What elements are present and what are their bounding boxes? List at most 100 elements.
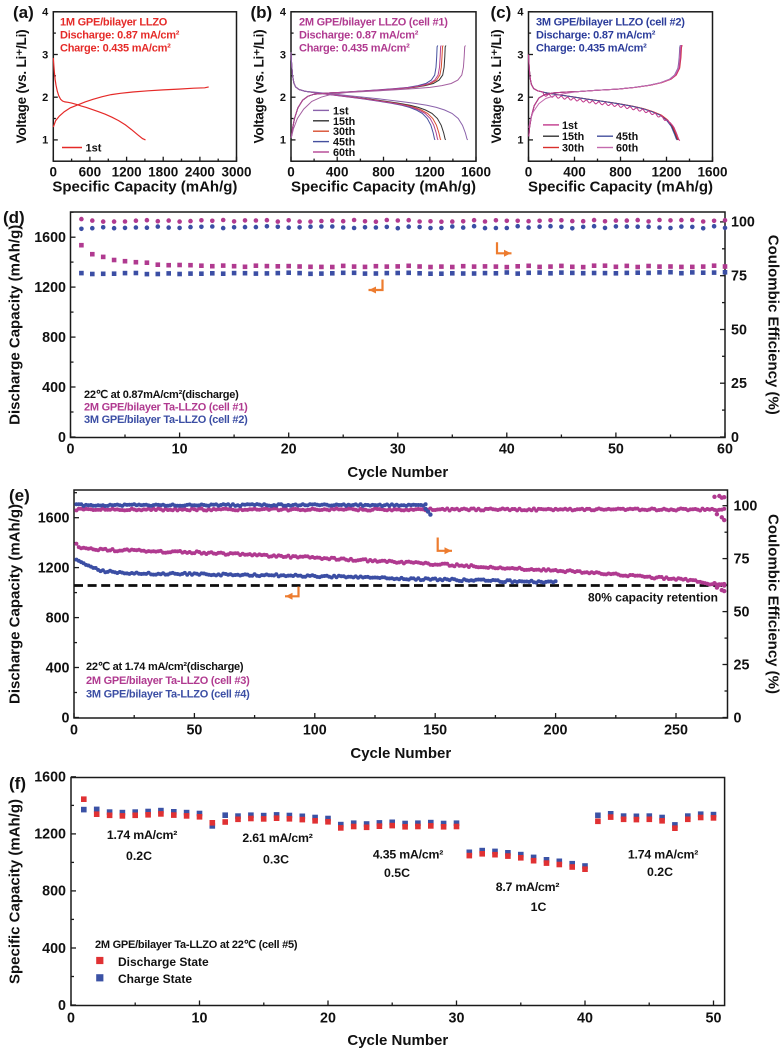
svg-text:40: 40 bbox=[577, 1011, 593, 1027]
svg-text:Voltage (vs. Li⁺/Li): Voltage (vs. Li⁺/Li) bbox=[252, 30, 267, 144]
svg-text:60th: 60th bbox=[333, 147, 355, 159]
svg-text:4: 4 bbox=[280, 7, 287, 19]
svg-text:800: 800 bbox=[42, 884, 66, 900]
svg-text:50: 50 bbox=[608, 442, 624, 458]
svg-text:(e): (e) bbox=[9, 486, 30, 505]
svg-text:30: 30 bbox=[390, 442, 406, 458]
svg-text:0.2C: 0.2C bbox=[126, 849, 152, 863]
svg-text:100: 100 bbox=[734, 499, 758, 515]
svg-text:Specific Capacity (mAh/g): Specific Capacity (mAh/g) bbox=[7, 799, 24, 984]
svg-text:22℃ at 1.74 mA/cm²(discharge): 22℃ at 1.74 mA/cm²(discharge) bbox=[86, 661, 244, 673]
svg-text:10: 10 bbox=[192, 1011, 208, 1027]
svg-text:3: 3 bbox=[280, 49, 286, 61]
svg-text:25: 25 bbox=[734, 657, 750, 673]
svg-text:3M GPE/bilayer Ta-LLZO (cell #: 3M GPE/bilayer Ta-LLZO (cell #2) bbox=[84, 414, 248, 426]
svg-text:30th: 30th bbox=[333, 126, 355, 138]
svg-text:(d): (d) bbox=[3, 208, 25, 227]
svg-text:400: 400 bbox=[46, 660, 70, 676]
svg-text:150: 150 bbox=[423, 723, 447, 739]
svg-text:10: 10 bbox=[172, 442, 188, 458]
svg-text:1600: 1600 bbox=[34, 770, 66, 786]
svg-text:Discharge: 0.87 mA/cm²: Discharge: 0.87 mA/cm² bbox=[299, 30, 419, 42]
svg-text:3000: 3000 bbox=[221, 165, 251, 180]
svg-text:0: 0 bbox=[734, 710, 742, 726]
svg-text:Voltage (vs. Li⁺/Li): Voltage (vs. Li⁺/Li) bbox=[14, 30, 29, 144]
svg-text:50: 50 bbox=[731, 322, 747, 338]
svg-text:4.35 mA/cm²: 4.35 mA/cm² bbox=[373, 848, 443, 862]
svg-text:1: 1 bbox=[280, 135, 286, 147]
svg-text:0: 0 bbox=[58, 998, 66, 1014]
svg-text:Voltage (vs. Li⁺/Li): Voltage (vs. Li⁺/Li) bbox=[489, 30, 504, 144]
svg-text:1.74 mA/cm²: 1.74 mA/cm² bbox=[628, 848, 698, 862]
svg-text:250: 250 bbox=[664, 723, 688, 739]
svg-text:50: 50 bbox=[706, 1011, 722, 1027]
svg-text:800: 800 bbox=[42, 330, 66, 346]
svg-text:75: 75 bbox=[731, 269, 747, 285]
svg-text:1200: 1200 bbox=[651, 165, 681, 180]
svg-text:0: 0 bbox=[731, 430, 739, 446]
svg-text:Charge State: Charge State bbox=[118, 972, 192, 986]
svg-text:45th: 45th bbox=[333, 137, 355, 149]
svg-text:4: 4 bbox=[42, 7, 49, 19]
svg-text:1800: 1800 bbox=[148, 165, 178, 180]
svg-text:800: 800 bbox=[372, 165, 395, 180]
svg-text:Discharge: 0.87 mA/cm²: Discharge: 0.87 mA/cm² bbox=[60, 30, 180, 42]
svg-text:1600: 1600 bbox=[461, 165, 491, 180]
svg-text:Coulombic Efficiency (%): Coulombic Efficiency (%) bbox=[765, 514, 780, 694]
svg-text:2: 2 bbox=[280, 92, 286, 104]
svg-text:2: 2 bbox=[517, 92, 523, 104]
svg-text:22℃ at 0.87mA/cm²(discharge): 22℃ at 0.87mA/cm²(discharge) bbox=[84, 389, 239, 401]
svg-text:Charge: 0.435 mA/cm²: Charge: 0.435 mA/cm² bbox=[536, 43, 647, 55]
svg-text:Charge: 0.435 mA/cm²: Charge: 0.435 mA/cm² bbox=[299, 43, 410, 55]
svg-text:100: 100 bbox=[731, 215, 755, 231]
svg-text:0: 0 bbox=[525, 165, 533, 180]
svg-text:0: 0 bbox=[70, 723, 78, 739]
svg-text:0.2C: 0.2C bbox=[647, 865, 673, 879]
svg-text:Specific Capacity (mAh/g): Specific Capacity (mAh/g) bbox=[52, 179, 237, 196]
svg-text:Discharge Capacity (mAh/g): Discharge Capacity (mAh/g) bbox=[7, 225, 24, 425]
svg-text:Cycle Number: Cycle Number bbox=[347, 464, 448, 481]
svg-text:2M GPE/bilayer LLZO (cell #1): 2M GPE/bilayer LLZO (cell #1) bbox=[299, 17, 448, 29]
svg-text:Specific Capacity (mAh/g): Specific Capacity (mAh/g) bbox=[528, 179, 713, 196]
svg-text:400: 400 bbox=[42, 941, 66, 957]
svg-text:400: 400 bbox=[563, 165, 586, 180]
svg-text:2M GPE/bilayer Ta-LLZO at 22℃: 2M GPE/bilayer Ta-LLZO at 22℃ (cell #5) bbox=[95, 939, 298, 951]
svg-text:2M GPE/bilayer Ta-LLZO (cell #: 2M GPE/bilayer Ta-LLZO (cell #3) bbox=[86, 675, 250, 687]
svg-text:(a): (a) bbox=[13, 3, 34, 22]
svg-text:80% capacity retention: 80% capacity retention bbox=[588, 591, 718, 605]
svg-text:Cycle Number: Cycle Number bbox=[347, 1032, 448, 1049]
svg-text:0: 0 bbox=[58, 430, 66, 446]
svg-text:1: 1 bbox=[517, 135, 523, 147]
svg-text:(b): (b) bbox=[251, 3, 273, 22]
svg-text:200: 200 bbox=[544, 723, 568, 739]
svg-text:3: 3 bbox=[517, 49, 523, 61]
svg-text:30: 30 bbox=[449, 1011, 465, 1027]
svg-text:800: 800 bbox=[609, 165, 632, 180]
svg-text:0: 0 bbox=[67, 1011, 75, 1027]
svg-text:1C: 1C bbox=[531, 900, 547, 914]
svg-text:(f): (f) bbox=[9, 774, 26, 793]
svg-text:2400: 2400 bbox=[185, 165, 215, 180]
svg-text:3: 3 bbox=[42, 49, 48, 61]
svg-text:25: 25 bbox=[731, 376, 747, 392]
svg-text:0: 0 bbox=[67, 442, 75, 458]
svg-text:45th: 45th bbox=[616, 131, 638, 143]
svg-text:600: 600 bbox=[79, 165, 102, 180]
svg-text:1st: 1st bbox=[333, 105, 349, 117]
svg-text:400: 400 bbox=[42, 380, 66, 396]
svg-text:0.5C: 0.5C bbox=[384, 866, 410, 880]
svg-text:15th: 15th bbox=[562, 131, 584, 143]
svg-text:0: 0 bbox=[287, 165, 295, 180]
svg-text:100: 100 bbox=[303, 723, 327, 739]
svg-text:2: 2 bbox=[42, 92, 48, 104]
svg-text:3M GPE/bilayer LLZO (cell #2): 3M GPE/bilayer LLZO (cell #2) bbox=[536, 17, 685, 29]
svg-text:1600: 1600 bbox=[697, 165, 727, 180]
svg-text:Discharge Capacity (mAh/g): Discharge Capacity (mAh/g) bbox=[7, 504, 24, 704]
svg-text:1600: 1600 bbox=[38, 511, 70, 527]
svg-text:15th: 15th bbox=[333, 116, 355, 128]
svg-text:Coulombic Efficiency (%): Coulombic Efficiency (%) bbox=[765, 235, 780, 415]
svg-text:2M GPE/bilayer Ta-LLZO (cell #: 2M GPE/bilayer Ta-LLZO (cell #1) bbox=[84, 402, 248, 414]
svg-text:1st: 1st bbox=[86, 143, 102, 155]
svg-text:0: 0 bbox=[62, 710, 70, 726]
svg-text:8.7 mA/cm²: 8.7 mA/cm² bbox=[496, 880, 560, 894]
